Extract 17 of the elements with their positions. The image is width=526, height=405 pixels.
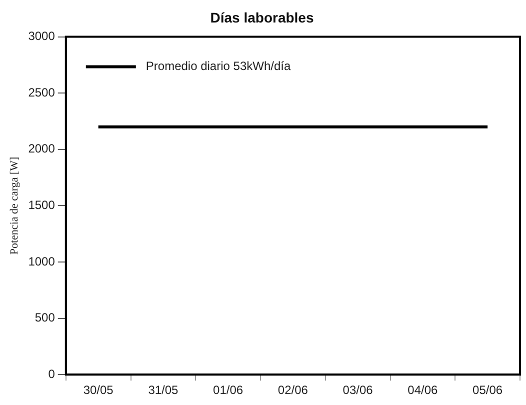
legend-label: Promedio diario 53kWh/día — [146, 59, 291, 74]
y-tick-label: 500 — [34, 310, 56, 325]
chart-title: Días laborables — [210, 9, 314, 26]
y-tick-label: 0 — [48, 366, 56, 381]
y-tick-label: 3000 — [28, 29, 56, 44]
y-tick-label: 2500 — [28, 85, 56, 100]
x-tick-label: 31/05 — [148, 383, 179, 398]
y-tick-label: 2000 — [28, 142, 56, 156]
x-tick-label: 30/05 — [83, 383, 114, 398]
y-tick-label: 1500 — [28, 198, 56, 212]
x-tick-label: 03/06 — [342, 383, 374, 398]
x-tick-label: 02/06 — [278, 383, 308, 398]
x-tick-label: 04/06 — [408, 383, 438, 398]
x-tick-label: 01/06 — [213, 383, 244, 398]
x-tick-label: 05/06 — [472, 383, 503, 398]
y-tick-label: 1000 — [28, 254, 56, 268]
y-axis-title: Potencia de carga [W] — [8, 156, 20, 255]
